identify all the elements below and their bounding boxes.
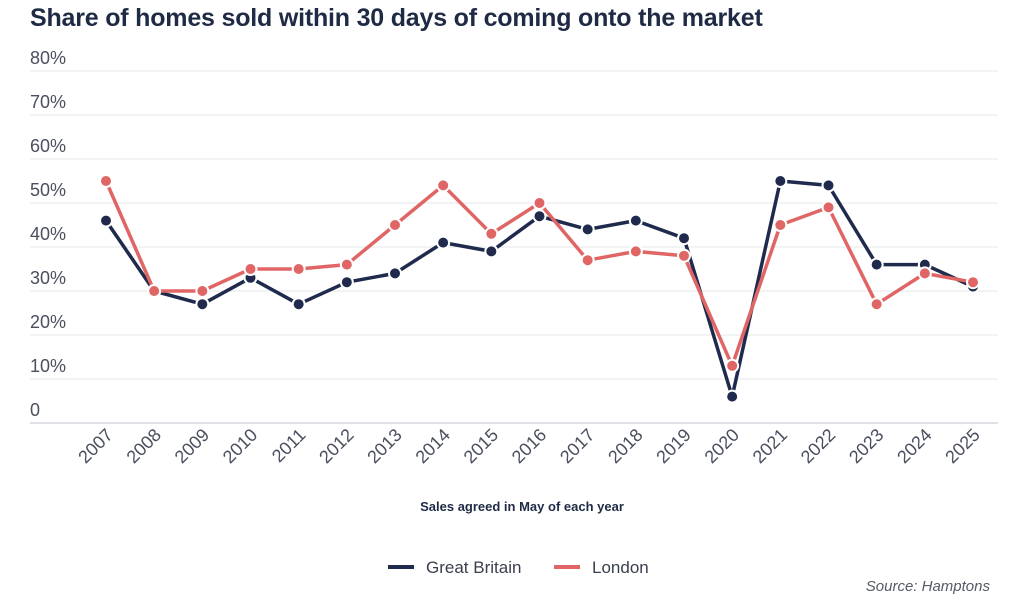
data-point xyxy=(195,297,210,312)
data-point xyxy=(917,266,932,281)
y-tick-label: 10% xyxy=(30,356,66,376)
series-2 xyxy=(99,174,980,373)
data-point xyxy=(484,244,499,259)
x-tick-label: 2022 xyxy=(797,425,839,467)
y-axis-ticks: 0 10% 20% 30% 40% 50% 60% 70% 80% xyxy=(30,48,66,420)
data-point xyxy=(388,266,402,281)
x-tick-label: 2010 xyxy=(219,425,261,467)
data-point xyxy=(99,174,113,188)
data-point xyxy=(580,253,595,268)
data-point xyxy=(725,358,740,373)
y-tick-label: 50% xyxy=(30,180,66,200)
x-axis-ticks: 2007 2008 2009 2010 2011 2012 2013 2014 2015 2016… xyxy=(74,425,983,467)
x-tick-label: 2019 xyxy=(652,425,694,467)
data-point xyxy=(677,231,691,246)
x-axis-label: Sales agreed in May of each year xyxy=(420,499,624,514)
data-point xyxy=(484,226,499,241)
data-point xyxy=(291,262,306,276)
y-tick-label: 80% xyxy=(30,48,66,68)
data-point xyxy=(773,174,788,188)
data-point xyxy=(436,235,451,250)
data-point xyxy=(339,275,354,290)
x-tick-label: 2020 xyxy=(701,425,743,467)
source-note: Source: Hamptons xyxy=(865,578,990,595)
x-tick-label: 2014 xyxy=(412,425,454,467)
data-point xyxy=(339,257,354,272)
y-tick-label: 70% xyxy=(30,92,66,112)
data-point xyxy=(291,297,306,312)
x-tick-label: 2017 xyxy=(556,425,598,467)
data-point xyxy=(821,200,836,215)
data-point xyxy=(147,284,162,298)
data-point xyxy=(580,222,595,237)
chart-title: Share of homes sold within 30 days of co… xyxy=(30,4,763,32)
legend-label: London xyxy=(592,558,649,577)
y-tick-label: 40% xyxy=(30,224,66,244)
y-tick-label: 30% xyxy=(30,268,66,288)
x-tick-label: 2009 xyxy=(171,425,213,467)
data-point xyxy=(869,257,884,272)
x-tick-label: 2011 xyxy=(268,425,310,467)
data-point xyxy=(869,297,884,312)
data-point xyxy=(532,196,547,210)
data-point xyxy=(436,178,451,193)
data-point xyxy=(388,218,402,232)
data-point xyxy=(195,284,210,298)
data-point xyxy=(628,244,643,259)
x-tick-label: 2012 xyxy=(315,425,357,467)
data-point xyxy=(628,213,643,228)
y-tick-label: 60% xyxy=(30,136,66,156)
legend: Great Britain London xyxy=(388,558,649,577)
x-tick-label: 2018 xyxy=(604,425,646,467)
data-point xyxy=(677,248,691,263)
x-tick-label: 2021 xyxy=(749,425,791,467)
data-point xyxy=(966,275,980,290)
x-tick-label: 2025 xyxy=(941,425,983,467)
legend-label: Great Britain xyxy=(426,558,521,577)
data-point xyxy=(99,213,113,228)
data-point xyxy=(243,262,258,276)
x-tick-label: 2015 xyxy=(460,425,502,467)
series-lines xyxy=(99,174,980,404)
data-point xyxy=(725,389,740,404)
x-tick-label: 2008 xyxy=(123,425,165,467)
x-tick-label: 2023 xyxy=(845,425,887,467)
y-tick-label: 20% xyxy=(30,312,66,332)
data-point xyxy=(532,209,547,224)
gridlines xyxy=(30,70,998,424)
x-tick-label: 2024 xyxy=(893,425,935,467)
x-tick-label: 2007 xyxy=(74,425,116,467)
x-tick-label: 2016 xyxy=(508,425,550,467)
x-tick-label: 2013 xyxy=(363,425,405,467)
data-point xyxy=(821,178,836,193)
y-tick-label: 0 xyxy=(30,400,40,420)
data-point xyxy=(773,218,788,232)
